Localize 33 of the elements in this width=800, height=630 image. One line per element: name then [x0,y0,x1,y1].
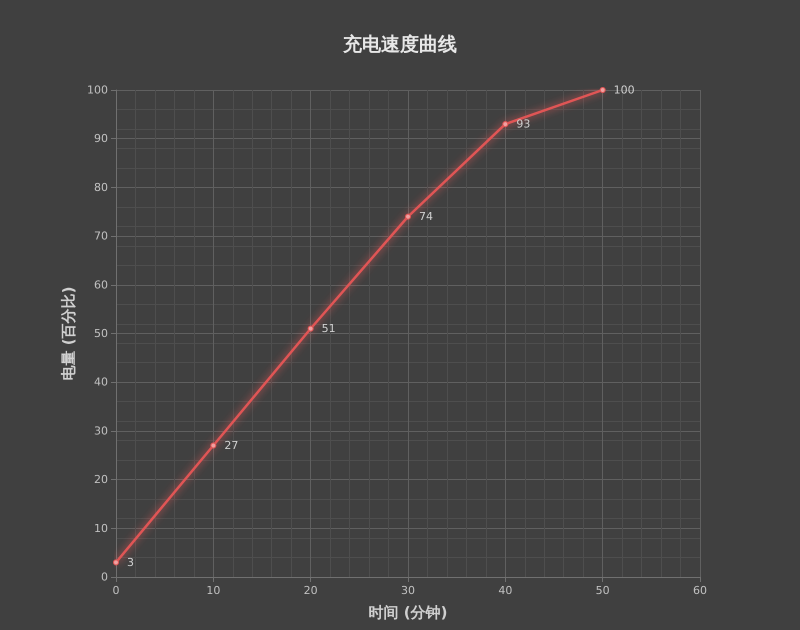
y-tick-label: 0 [101,570,108,584]
x-tick-label: 10 [206,584,220,597]
x-tick-label: 60 [693,584,707,597]
y-tick-label: 40 [94,376,108,389]
y-tick-label: 60 [94,278,108,292]
chart-title: 充电速度曲线 [342,34,457,56]
x-axis-title: 时间 (分钟) [368,604,448,622]
x-tick-label: 0 [112,584,120,597]
y-tick-label: 50 [94,327,108,340]
point [405,214,411,220]
y-tick-label: 20 [94,473,108,486]
y-tick-label: 80 [94,180,108,194]
data-label: 100 [614,84,635,96]
x-tick-label: 40 [498,584,512,597]
point [210,442,216,449]
data-label: 27 [224,439,238,452]
y-tick-label: 70 [94,230,108,243]
x-tick-label: 50 [596,584,610,597]
point [600,87,606,93]
data-label: 93 [516,118,530,131]
point [113,559,119,566]
y-tick-label: 10 [94,522,108,535]
data-label: 74 [419,210,433,224]
y-tick-label: 90 [94,132,108,146]
y-tick-label: 30 [94,424,108,438]
point [308,326,314,332]
y-tick-label: 100 [87,84,108,96]
data-label: 3 [127,556,134,569]
data-label: 51 [322,322,336,336]
x-tick-label: 30 [401,584,415,597]
y-axis-title: 电量 (百分比) [60,286,78,380]
point [502,121,508,128]
x-tick-label: 20 [304,584,318,597]
